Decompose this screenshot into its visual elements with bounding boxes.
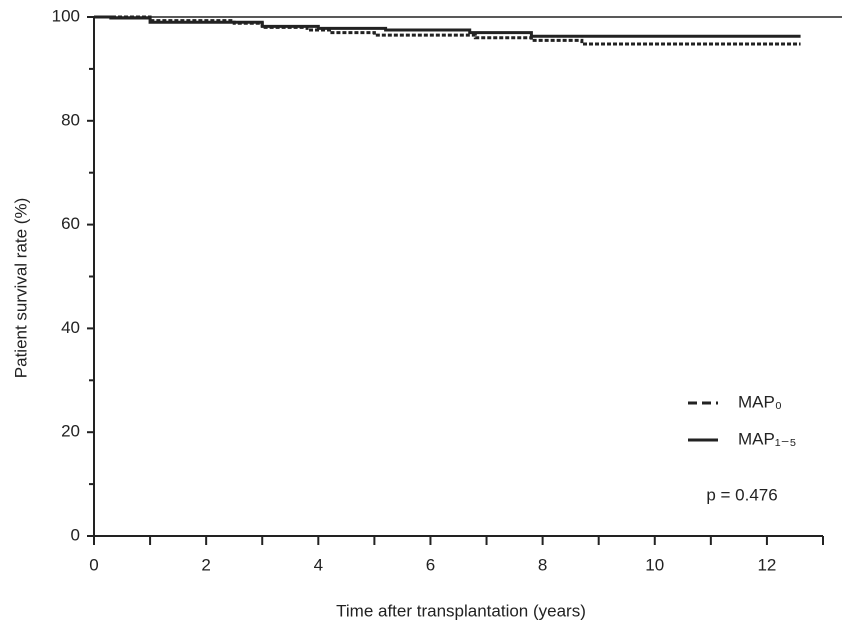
y-tick-label: 0	[71, 525, 80, 544]
x-tick-label: 12	[757, 555, 776, 574]
x-tick-label: 8	[538, 555, 547, 574]
x-tick-label: 10	[645, 555, 664, 574]
x-tick-label: 0	[89, 555, 98, 574]
y-tick-label: 20	[61, 422, 80, 441]
annotation: p = 0.476	[706, 485, 777, 504]
legend-label: MAP₀	[738, 392, 782, 411]
y-tick-label: 40	[61, 318, 80, 337]
y-tick-label: 100	[52, 6, 80, 25]
y-tick-label: 60	[61, 214, 80, 233]
x-tick-label: 4	[314, 555, 323, 574]
legend-label: MAP₁₋₅	[738, 429, 796, 448]
y-tick-label: 80	[61, 110, 80, 129]
x-tick-label: 6	[426, 555, 435, 574]
x-tick-label: 2	[201, 555, 210, 574]
survival-line	[94, 15, 801, 38]
x-axis-label: Time after transplantation (years)	[336, 601, 586, 620]
y-axis-label: Patient survival rate (%)	[11, 198, 30, 378]
